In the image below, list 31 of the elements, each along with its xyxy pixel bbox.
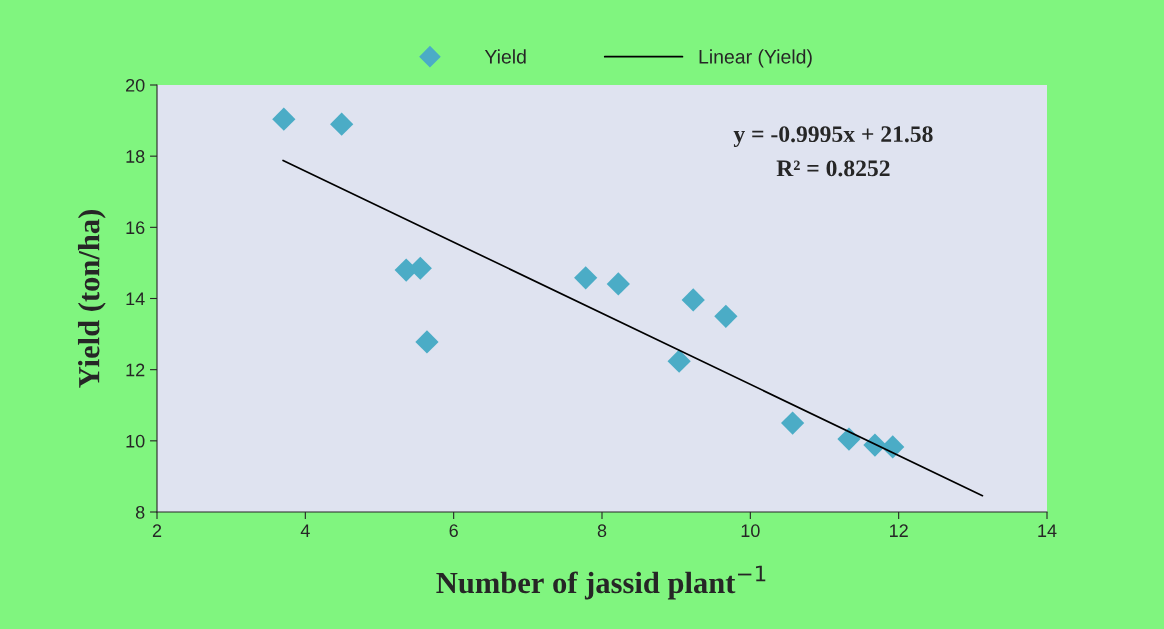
x-tick-label: 2 (152, 524, 162, 537)
legend-label: Yield (484, 49, 526, 64)
y-tick-label: 10 (126, 434, 145, 448)
y-tick-label: 20 (126, 78, 145, 92)
point (881, 435, 905, 459)
x-axis-title: Number of jassid plant$^{−1}$ (436, 565, 766, 600)
x-tick-label: 12 (890, 524, 908, 537)
y-tick-label: 18 (126, 150, 145, 163)
y-tick-label: 14 (126, 292, 145, 306)
point (667, 349, 691, 373)
point (272, 107, 296, 131)
point (681, 288, 705, 312)
x-tick-label: 4 (300, 524, 310, 537)
y-tick-label: 12 (126, 363, 145, 377)
legend-label: Linear (Yield) (699, 49, 812, 68)
y-axis-title: Yield (ton/ha) (77, 210, 106, 388)
point (714, 304, 738, 328)
point (330, 112, 354, 136)
annotation: y = -0.9995x + 21.58 (733, 126, 933, 147)
y-tick-label: 8 (135, 505, 145, 519)
point (780, 411, 805, 435)
point (837, 427, 861, 451)
y-tick-label: 16 (126, 221, 145, 235)
point (415, 330, 439, 354)
annotation: R² = 0.8252 (776, 160, 890, 177)
point (606, 272, 630, 296)
point (574, 266, 598, 290)
x-tick-label: 8 (597, 524, 607, 538)
x-tick-label: 6 (449, 524, 458, 538)
x-tick-label: 10 (741, 524, 760, 538)
x-tick-label: 14 (1038, 524, 1057, 537)
